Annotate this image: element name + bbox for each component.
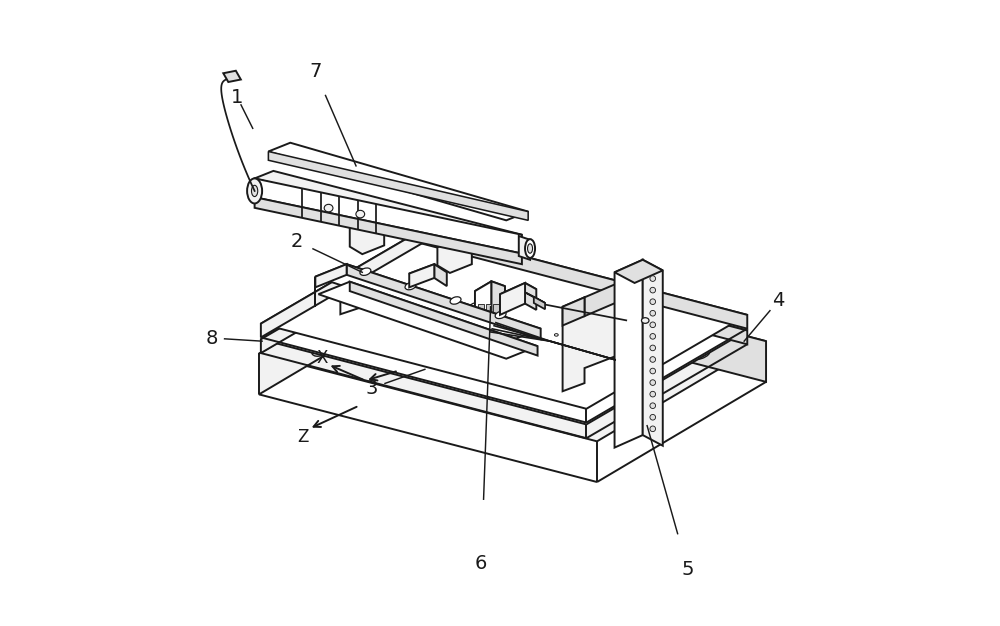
Circle shape <box>650 380 656 386</box>
Polygon shape <box>255 197 522 264</box>
Polygon shape <box>585 268 653 316</box>
Ellipse shape <box>346 290 366 301</box>
Ellipse shape <box>498 318 502 321</box>
Text: 1: 1 <box>231 88 243 106</box>
Bar <box>493 304 499 317</box>
Polygon shape <box>491 281 505 319</box>
Text: 3: 3 <box>365 379 378 398</box>
Ellipse shape <box>495 311 506 319</box>
Polygon shape <box>318 282 538 359</box>
Text: 5: 5 <box>682 560 694 579</box>
Polygon shape <box>643 260 663 446</box>
Polygon shape <box>475 281 491 324</box>
Circle shape <box>650 275 656 282</box>
Circle shape <box>650 414 656 420</box>
Polygon shape <box>525 292 545 303</box>
Ellipse shape <box>469 303 481 310</box>
Polygon shape <box>563 297 585 326</box>
Ellipse shape <box>312 345 331 356</box>
Circle shape <box>650 403 656 409</box>
Polygon shape <box>255 178 522 254</box>
Text: 4: 4 <box>772 291 785 310</box>
Ellipse shape <box>525 239 535 258</box>
Circle shape <box>650 299 656 304</box>
Polygon shape <box>350 220 384 254</box>
Circle shape <box>650 426 656 432</box>
Polygon shape <box>519 236 530 260</box>
Polygon shape <box>315 264 347 287</box>
Ellipse shape <box>360 268 371 275</box>
Polygon shape <box>422 245 747 344</box>
Polygon shape <box>268 143 528 220</box>
Circle shape <box>650 322 656 327</box>
Polygon shape <box>347 264 541 339</box>
Circle shape <box>650 391 656 397</box>
Ellipse shape <box>247 178 262 203</box>
Text: 2: 2 <box>290 232 303 250</box>
Polygon shape <box>500 283 536 300</box>
Polygon shape <box>525 283 536 310</box>
Ellipse shape <box>525 392 544 403</box>
Polygon shape <box>255 171 522 242</box>
Bar <box>486 304 491 317</box>
Polygon shape <box>261 230 422 337</box>
Ellipse shape <box>513 368 518 371</box>
Circle shape <box>650 357 656 362</box>
Ellipse shape <box>528 244 533 253</box>
Circle shape <box>650 368 656 374</box>
Polygon shape <box>563 268 653 391</box>
Polygon shape <box>259 254 428 394</box>
Polygon shape <box>409 264 447 282</box>
Polygon shape <box>428 254 766 382</box>
Circle shape <box>650 334 656 339</box>
Ellipse shape <box>450 297 461 304</box>
Polygon shape <box>261 230 747 409</box>
Bar <box>478 304 484 317</box>
Ellipse shape <box>641 317 649 323</box>
Ellipse shape <box>554 334 558 336</box>
Polygon shape <box>534 297 545 309</box>
Polygon shape <box>615 260 643 448</box>
Ellipse shape <box>409 294 415 297</box>
Polygon shape <box>315 264 541 341</box>
Ellipse shape <box>356 210 365 218</box>
Text: 8: 8 <box>206 329 218 347</box>
Circle shape <box>650 310 656 316</box>
Text: 6: 6 <box>475 554 487 573</box>
Ellipse shape <box>691 348 710 359</box>
Polygon shape <box>437 239 472 273</box>
Text: Z: Z <box>297 428 308 446</box>
Polygon shape <box>261 245 747 424</box>
Ellipse shape <box>405 282 416 290</box>
Polygon shape <box>223 71 241 82</box>
Polygon shape <box>340 274 378 314</box>
Polygon shape <box>475 281 505 296</box>
Polygon shape <box>615 260 663 283</box>
Text: X: X <box>317 349 328 367</box>
Ellipse shape <box>569 383 574 386</box>
Polygon shape <box>350 282 538 356</box>
Circle shape <box>650 345 656 351</box>
Circle shape <box>650 287 656 293</box>
Polygon shape <box>261 245 422 353</box>
Polygon shape <box>268 151 528 220</box>
Polygon shape <box>422 230 747 329</box>
Polygon shape <box>500 283 525 315</box>
Polygon shape <box>434 264 447 286</box>
Text: 7: 7 <box>309 63 322 81</box>
Polygon shape <box>409 264 434 287</box>
Ellipse shape <box>324 204 333 212</box>
Ellipse shape <box>251 185 258 197</box>
Polygon shape <box>259 254 766 441</box>
